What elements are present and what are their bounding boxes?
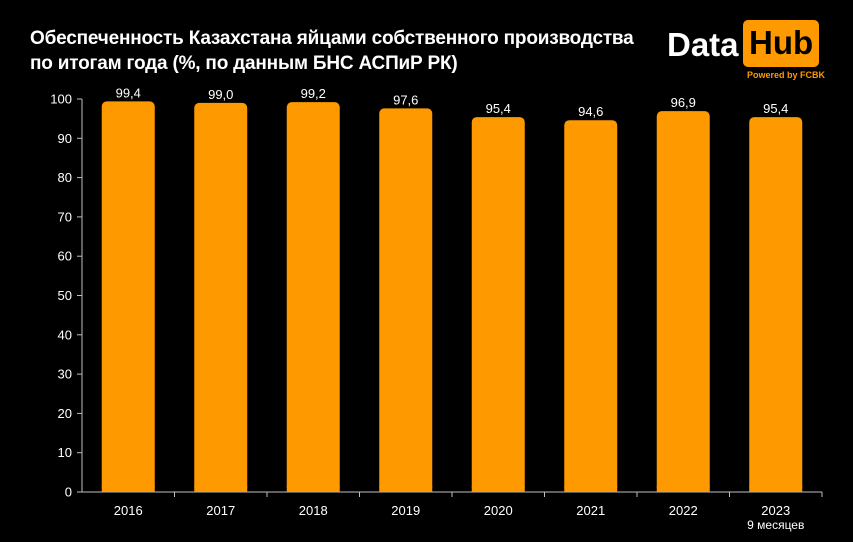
- logo-text-data: Data: [667, 26, 739, 63]
- x-tick-label: 2023: [761, 503, 790, 518]
- bar-base: [564, 486, 618, 492]
- x-tick-label: 2022: [669, 503, 698, 518]
- bar: [564, 120, 618, 493]
- bar-base: [656, 486, 710, 492]
- logo-powered-by: Powered by FCBK: [746, 70, 825, 80]
- bar: [101, 101, 155, 492]
- bar-base: [194, 486, 248, 492]
- y-tick-label: 0: [65, 485, 72, 500]
- x-tick-label: 2016: [114, 503, 143, 518]
- data-label: 95,4: [763, 101, 788, 116]
- data-label: 97,6: [393, 92, 418, 107]
- y-tick-label: 70: [58, 209, 72, 224]
- y-tick-label: 90: [58, 131, 72, 146]
- bar: [471, 117, 525, 492]
- data-label: 95,4: [486, 101, 511, 116]
- data-label: 99,2: [301, 86, 326, 101]
- y-tick-label: 10: [58, 445, 72, 460]
- bar: [656, 111, 710, 493]
- chart-title: Обеспеченность Казахстана яйцами собстве…: [30, 26, 634, 76]
- x-tick-sublabel: 9 месяцев: [747, 518, 804, 532]
- bar-base: [749, 486, 803, 492]
- chart-title-line2: по итогам года (%, по данным БНС АСПиР Р…: [30, 53, 458, 74]
- bar-base: [286, 486, 340, 492]
- data-label: 94,6: [578, 104, 603, 119]
- bar: [379, 108, 433, 492]
- bar-base: [379, 486, 433, 492]
- data-label: 96,9: [671, 95, 696, 110]
- y-tick-label: 60: [58, 249, 72, 264]
- chart-title-line1: Обеспеченность Казахстана яйцами собстве…: [30, 28, 634, 49]
- y-tick-label: 100: [50, 92, 72, 107]
- x-tick-label: 2021: [576, 503, 605, 518]
- logo-text-hub: Hub: [743, 20, 820, 67]
- bar: [286, 102, 340, 493]
- bar-base: [101, 486, 155, 492]
- y-tick-label: 20: [58, 406, 72, 421]
- x-tick-label: 2020: [484, 503, 513, 518]
- x-tick-label: 2018: [299, 503, 328, 518]
- y-tick-label: 40: [58, 327, 72, 342]
- y-tick-label: 50: [58, 288, 72, 303]
- datahub-logo: Data Hub Powered by FCBK: [667, 20, 827, 82]
- y-tick-label: 80: [58, 170, 72, 185]
- bar: [194, 102, 248, 493]
- y-tick-label: 30: [58, 367, 72, 382]
- data-label: 99,4: [116, 85, 141, 100]
- bar: [749, 117, 803, 492]
- x-tick-label: 2017: [206, 503, 235, 518]
- data-label: 99,0: [208, 87, 233, 102]
- bar-base: [471, 486, 525, 492]
- x-tick-label: 2019: [391, 503, 420, 518]
